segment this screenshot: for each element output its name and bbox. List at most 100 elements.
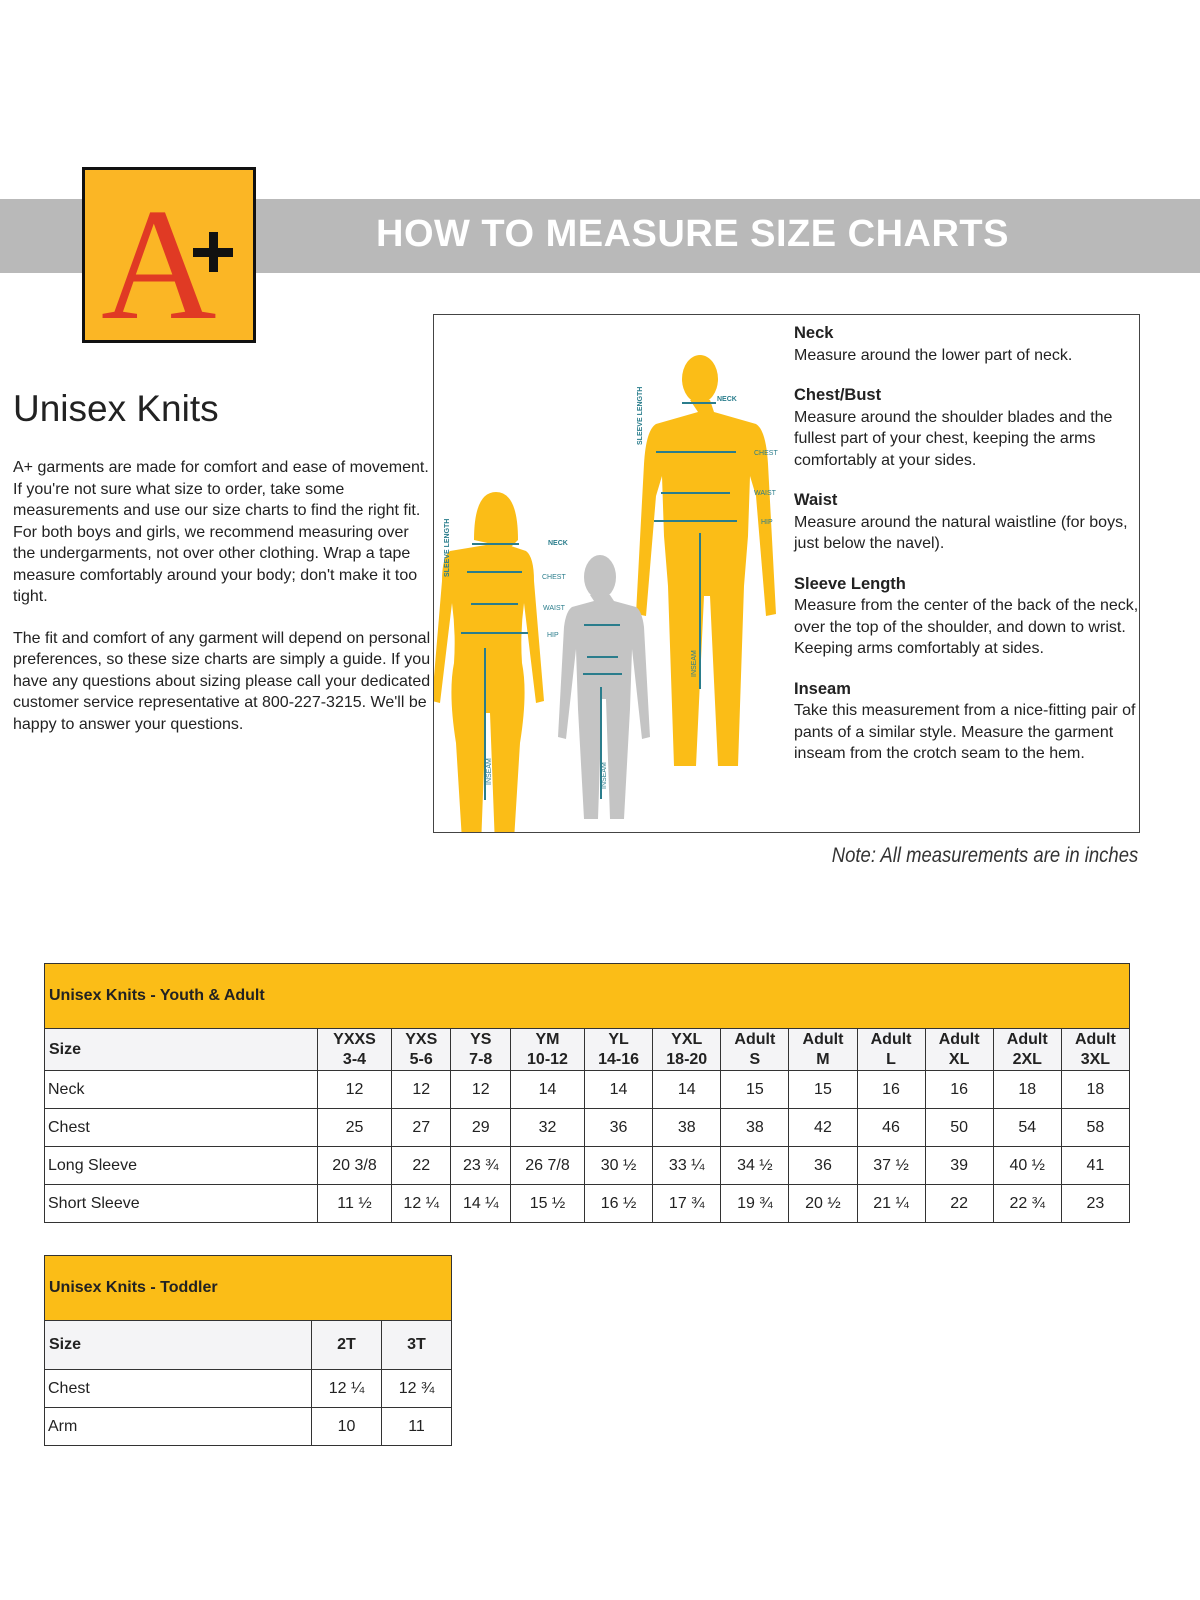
measure-diagram: NECK CHEST WAIST HIP NECK CHEST WAIST HI… [433, 314, 1140, 833]
size-header-cell: Adult M [788, 1028, 858, 1071]
row-label: Chest [44, 1369, 312, 1408]
chest-label: CHEST [754, 450, 778, 457]
size-range: L [886, 1050, 896, 1068]
size-range: XL [948, 1050, 970, 1068]
size-range: 7-8 [469, 1050, 493, 1068]
size-header-cell: Adult L [856, 1028, 926, 1071]
size-group: YXL [671, 1030, 703, 1048]
table-cell: 36 [788, 1146, 858, 1185]
size-group: YL [608, 1030, 629, 1048]
table-cell: 12 ¼ [390, 1184, 452, 1223]
size-group: YXXS [333, 1030, 376, 1048]
section-title: Unisex Knits [13, 388, 219, 429]
neck-label: NECK [717, 396, 737, 403]
table-cell: 16 ½ [583, 1184, 654, 1223]
size-range: 14-16 [598, 1050, 640, 1068]
table-row: Short Sleeve 11 ½ 12 ¼ 14 ¼ 15 ½ 16 ½ 17 ¾ 19 ¾… [44, 1184, 1131, 1223]
table-cell: 40 ½ [992, 1146, 1062, 1185]
size-header-cell: Adult XL [924, 1028, 994, 1071]
table-cell: 18 [1060, 1070, 1131, 1109]
definition-chest: Chest/Bust Measure around the shoulder bl… [794, 385, 1139, 471]
table-cell: 58 [1060, 1108, 1131, 1147]
table-cell: 17 ¾ [652, 1184, 722, 1223]
table-caption: Unisex Knits - Toddler [44, 1255, 452, 1321]
table-cell: 46 [856, 1108, 926, 1147]
sleeve-label: SLEEVE LENGTH [444, 519, 451, 577]
size-group: Adult [802, 1030, 844, 1048]
table-row: Chest 25 27 29 32 36 38 38 42 46 50 54 58 [44, 1108, 1131, 1147]
size-range: 2XL [1012, 1050, 1042, 1068]
size-label: Size [44, 1320, 312, 1370]
table-cell: 23 [1060, 1184, 1131, 1223]
table-cell: 29 [450, 1108, 511, 1147]
adult-male-figure [636, 355, 776, 766]
definition-text: Measure around the lower part of neck. [794, 346, 1073, 364]
table-row: Arm 10 11 [44, 1407, 452, 1446]
intro-paragraph: A+ garments are made for comfort and eas… [13, 459, 429, 605]
table-cell: 30 ½ [583, 1146, 654, 1185]
table-row: Chest 12 ¼ 12 ¾ [44, 1369, 452, 1408]
table-cell: 41 [1060, 1146, 1131, 1185]
table-cell: 27 [390, 1108, 452, 1147]
size-range: 5-6 [409, 1050, 433, 1068]
definition-term: Inseam [794, 679, 851, 698]
neck-label: NECK [548, 540, 568, 547]
waist-label: WAIST [754, 490, 777, 497]
size-group: Adult [938, 1030, 980, 1048]
sleeve-label: SLEEVE LENGTH [637, 387, 644, 445]
table-cell: 11 [381, 1407, 452, 1446]
table-caption-row: Unisex Knits - Toddler [44, 1255, 452, 1321]
child-figure [558, 555, 650, 819]
youth-adult-size-table: Unisex Knits - Youth & Adult Size YXXS 3-4 Y… [44, 963, 1131, 1223]
table-cell: 12 ¼ [311, 1369, 382, 1408]
table-cell: 36 [583, 1108, 654, 1147]
size-header-cell: Adult 3XL [1060, 1028, 1131, 1071]
size-header-cell: YM 10-12 [510, 1028, 585, 1071]
size-range: S [749, 1050, 761, 1068]
table-cell: 39 [924, 1146, 994, 1185]
size-group: Adult [734, 1030, 776, 1048]
definition-text: Measure from the center of the back of t… [794, 597, 1139, 657]
table-cell: 25 [317, 1108, 392, 1147]
size-range: 3XL [1080, 1050, 1111, 1068]
table-cell: 20 ½ [788, 1184, 858, 1223]
size-range: 3-4 [342, 1050, 367, 1068]
table-cell: 16 [924, 1070, 994, 1109]
table-cell: 22 [390, 1146, 452, 1185]
table-cell: 16 [856, 1070, 926, 1109]
measurement-definitions: Neck Measure around the lower part of nec… [794, 323, 1139, 784]
table-cell: 12 [390, 1070, 452, 1109]
units-note: Note: All measurements are in inches [831, 844, 1138, 867]
hip-label: HIP [547, 632, 559, 639]
intro-paragraph: The fit and comfort of any garment will … [13, 629, 431, 733]
hip-label: HIP [761, 519, 773, 526]
row-label: Arm [44, 1407, 312, 1446]
size-group: YM [535, 1030, 560, 1048]
size-header-cell: YS 7-8 [450, 1028, 511, 1071]
size-group: YXS [405, 1030, 438, 1048]
size-group: YS [470, 1030, 492, 1048]
table-cell: 14 [652, 1070, 722, 1109]
size-range: 18-20 [666, 1050, 708, 1068]
table-cell: 15 [720, 1070, 790, 1109]
size-group: Adult [1006, 1030, 1048, 1048]
table-row: Long Sleeve 20 3/8 22 23 ¾ 26 7/8 30 ½ 33 ¼ 34 … [44, 1146, 1131, 1185]
table-cell: 54 [992, 1108, 1062, 1147]
table-cell: 23 ¾ [450, 1146, 511, 1185]
waist-label: WAIST [543, 605, 566, 612]
table-cell: 37 ½ [856, 1146, 926, 1185]
table-row: Neck 12 12 12 14 14 14 15 15 16 16 18 18 [44, 1070, 1131, 1109]
adult-female-figure [434, 492, 544, 832]
chest-label: CHEST [542, 574, 566, 581]
definition-text: Measure around the natural waistline (fo… [794, 513, 1128, 553]
table-cell: 15 ½ [510, 1184, 585, 1223]
size-header-cell: YL 14-16 [583, 1028, 654, 1071]
table-cell: 32 [510, 1108, 585, 1147]
table-cell: 21 ¼ [856, 1184, 926, 1223]
size-header-cell: Adult 2XL [992, 1028, 1062, 1071]
row-label: Short Sleeve [44, 1184, 318, 1223]
figure-labels: NECK CHEST WAIST HIP NECK CHEST WAIST HI… [444, 387, 778, 789]
definition-neck: Neck Measure around the lower part of nec… [794, 323, 1139, 366]
